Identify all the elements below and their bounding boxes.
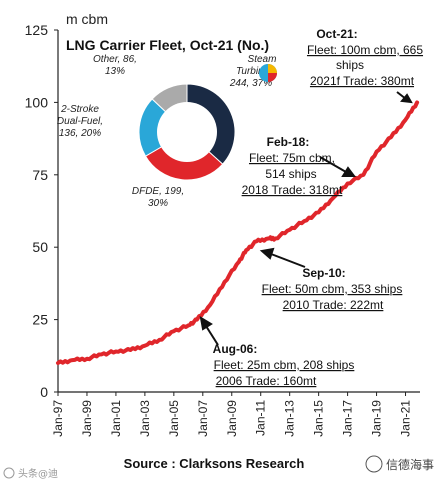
annotation-arrows xyxy=(199,91,413,346)
pie-label-steam-3: 244, 37% xyxy=(229,78,272,89)
pie-labels: Other, 86, 13% 2-Stroke Dual-Fuel, 136, … xyxy=(57,54,277,209)
x-tick-label: Jan-01 xyxy=(109,400,123,437)
annotation-aug06-head: Aug-06: xyxy=(213,342,258,356)
x-tick-label: Jan-21 xyxy=(399,400,413,437)
pie-label-steam-1: Steam xyxy=(248,54,277,65)
logo-badge-icon xyxy=(259,64,277,82)
watermark-left-icon xyxy=(3,467,15,479)
pie-label-twostroke-2: Dual-Fuel, xyxy=(57,116,103,127)
annotation-oct21-line1: Fleet: 100m cbm, 665 xyxy=(307,43,423,57)
pie-hole xyxy=(157,102,217,162)
x-tick-label: Jan-03 xyxy=(138,400,152,437)
y-tick-label: 0 xyxy=(40,384,48,400)
pie-label-dfde-1: DFDE, 199, xyxy=(132,186,184,197)
annotation-oct21-line2: ships xyxy=(336,58,364,72)
watermark-right: 信德海事 xyxy=(365,455,434,473)
watermark-right-text: 信德海事 xyxy=(386,457,434,472)
watermark-left-text: 头条@迪 xyxy=(18,467,58,480)
x-tick-labels: Jan-97 Jan-99 Jan-01 Jan-03 Jan-05 Jan-07 Jan-… xyxy=(51,392,413,437)
annotation-feb18-line1: Fleet: 75m cbm, xyxy=(249,151,335,165)
arrow-feb18 xyxy=(319,156,347,173)
source-note: Source : Clarksons Research xyxy=(124,456,305,471)
x-tick-label: Jan-97 xyxy=(51,400,65,437)
pie-label-dfde-2: 30% xyxy=(148,198,168,209)
annotation-feb18-line3: 2018 Trade: 318mt xyxy=(242,183,343,197)
annotation-oct21-line3: 2021f Trade: 380mt xyxy=(310,74,415,88)
pie-label-steam-2: Turbine, xyxy=(236,66,272,77)
x-tick-label: Jan-09 xyxy=(225,400,239,437)
pie-label-other-2: 13% xyxy=(105,66,125,77)
y-tick-label: 50 xyxy=(32,239,48,255)
arrowhead-oct21 xyxy=(400,93,413,104)
annotation-sep10-line1: Fleet: 50m cbm, 353 ships xyxy=(262,282,403,296)
annotation-feb18-line2: 514 ships xyxy=(265,167,316,181)
pie-label-twostroke-3: 136, 20% xyxy=(59,128,101,139)
y-tick-label: 75 xyxy=(32,167,48,183)
x-tick-label: Jan-11 xyxy=(254,400,268,436)
watermark-right-icon xyxy=(365,455,383,473)
annotation-feb18-head: Feb-18: xyxy=(267,135,310,149)
annotation-aug06: Aug-06: Fleet: 25m cbm, 208 ships 2006 T… xyxy=(213,342,355,388)
annotation-sep10-head: Sep-10: xyxy=(302,266,345,280)
annotation-sep10-line2: 2010 Trade: 222mt xyxy=(283,298,384,312)
watermark-left: 头条@迪 xyxy=(3,467,58,480)
arrow-sep10 xyxy=(270,253,306,268)
arrowhead-feb18 xyxy=(341,166,356,177)
pie-label-other-1: Other, 86, xyxy=(93,54,137,65)
y-tick-label: 100 xyxy=(25,94,49,110)
x-tick-label: Jan-07 xyxy=(196,400,210,437)
fleet-capacity-line xyxy=(56,100,420,365)
pie-label-twostroke-1: 2-Stroke xyxy=(60,104,99,115)
x-tick-label: Jan-05 xyxy=(167,400,181,437)
x-tick-label: Jan-17 xyxy=(341,400,355,437)
pie-title: LNG Carrier Fleet, Oct-21 (No.) xyxy=(66,37,269,53)
annotation-aug06-line1: Fleet: 25m cbm, 208 ships xyxy=(214,358,355,372)
y-tick-label: 25 xyxy=(32,312,48,328)
arrow-aug06 xyxy=(205,325,219,346)
x-tick-label: Jan-19 xyxy=(370,400,384,437)
arrowhead-aug06 xyxy=(199,316,213,331)
x-tick-label: Jan-13 xyxy=(283,400,297,437)
annotation-feb18: Feb-18: Fleet: 75m cbm, 514 ships 2018 T… xyxy=(242,135,343,197)
annotation-sep10: Sep-10: Fleet: 50m cbm, 353 ships 2010 T… xyxy=(262,266,403,312)
y-unit-label: m cbm xyxy=(66,11,108,27)
annotation-aug06-line2: 2006 Trade: 160mt xyxy=(216,374,317,388)
annotation-oct21-head: Oct-21: xyxy=(316,27,357,41)
arrowhead-sep10 xyxy=(259,247,275,260)
y-tick-label: 125 xyxy=(25,22,49,38)
annotation-oct21: Oct-21: Fleet: 100m cbm, 665 ships 2021f… xyxy=(307,27,423,88)
x-tick-label: Jan-99 xyxy=(80,400,94,437)
x-tick-label: Jan-15 xyxy=(312,400,326,437)
y-tick-labels: 0 25 50 75 100 125 xyxy=(25,22,58,400)
